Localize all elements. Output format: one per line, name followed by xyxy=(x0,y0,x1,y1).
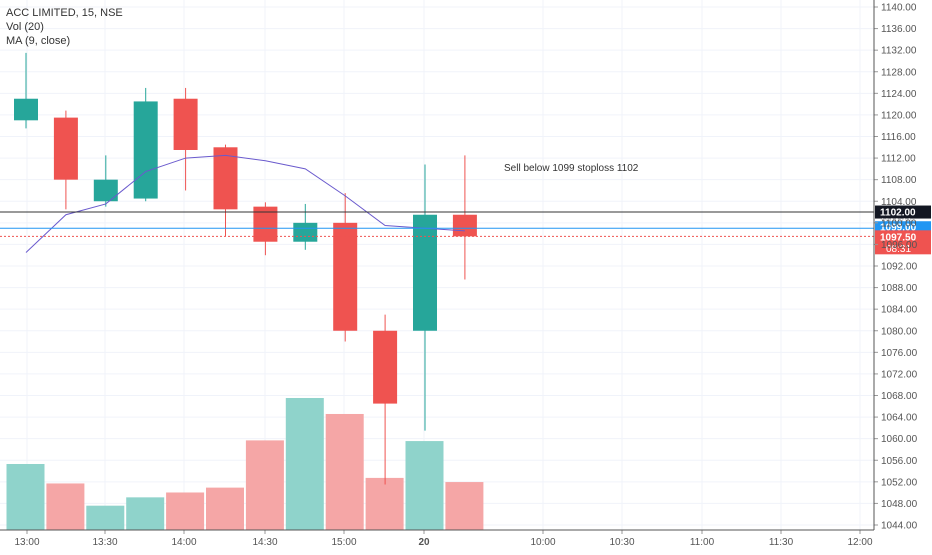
price-tick-label: 1068.00 xyxy=(881,391,918,402)
time-tick-label: 11:30 xyxy=(769,537,794,548)
candle xyxy=(452,155,477,280)
candle xyxy=(93,155,118,207)
time-tick-label: 14:00 xyxy=(171,537,196,548)
candle xyxy=(133,87,158,202)
time-tick-label: 15:00 xyxy=(331,537,356,548)
price-tick-label: 1048.00 xyxy=(881,499,918,510)
candlestick-series xyxy=(14,52,477,485)
moving-average-series xyxy=(25,154,465,253)
price-tick-label: 1116.00 xyxy=(881,132,916,143)
candle xyxy=(213,144,238,237)
price-tick-label: 1088.00 xyxy=(881,283,918,294)
price-tick-label: 1076.00 xyxy=(881,348,918,359)
price-tick-label: 1136.00 xyxy=(881,24,917,35)
candle xyxy=(53,110,78,210)
badge-last-price xyxy=(875,230,931,255)
volume-bar xyxy=(325,413,364,530)
time-tick-label: 13:00 xyxy=(14,537,39,548)
symbol-title[interactable]: ACC LIMITED, 15, NSE xyxy=(6,7,123,19)
price-tick-label: 1052.00 xyxy=(881,477,918,488)
candle xyxy=(253,202,278,256)
ma-indicator-label[interactable]: MA (9, close) xyxy=(6,35,71,47)
badge-1099-label: 1099.00 xyxy=(880,223,917,234)
candle-body xyxy=(213,147,238,210)
candle xyxy=(333,193,358,342)
volume-bar xyxy=(46,483,85,530)
badge-last-price-label: 1097.50 xyxy=(880,232,917,243)
time-tick-label: 10:00 xyxy=(530,537,555,548)
badge-1099 xyxy=(875,221,931,234)
candle-body xyxy=(173,98,198,150)
volume-bar xyxy=(285,398,324,530)
volume-bar xyxy=(126,497,165,530)
volume-bar xyxy=(166,492,205,530)
badge-1102-label: 1102.00 xyxy=(880,208,916,219)
candle-body xyxy=(53,117,78,180)
ma-line xyxy=(25,154,465,253)
candle xyxy=(373,314,398,485)
price-tick-label: 1128.00 xyxy=(881,67,917,78)
volume-bar xyxy=(86,505,125,530)
volume-bar xyxy=(405,441,444,530)
volume-bars xyxy=(6,398,484,530)
price-tick-label: 1108.00 xyxy=(881,175,917,186)
volume-indicator-label[interactable]: Vol (20) xyxy=(6,21,44,33)
candle-body xyxy=(293,222,318,242)
axes: 1140.00 1136.00 1132.00 1128.00 1124.00 1120.… xyxy=(0,0,918,548)
time-tick-label: 11:00 xyxy=(690,537,715,548)
candle-body xyxy=(14,98,38,121)
price-tick-label: 1044.00 xyxy=(881,521,918,532)
price-tick-label: 1064.00 xyxy=(881,413,918,424)
candle xyxy=(14,52,38,129)
candle-body xyxy=(452,214,477,237)
time-tick-label: 13:30 xyxy=(92,537,117,548)
price-tick-label: 1104.00 xyxy=(881,197,917,208)
price-tick-label: 1100.00 xyxy=(881,218,917,229)
price-tick-label: 1060.00 xyxy=(881,434,918,445)
price-tick-label: 1056.00 xyxy=(881,456,918,467)
candle xyxy=(293,203,318,250)
time-tick-label: 14:30 xyxy=(252,537,277,548)
price-tick-label: 1072.00 xyxy=(881,369,918,380)
price-tick-label: 1132.00 xyxy=(881,46,917,57)
candle xyxy=(413,164,437,431)
price-tick-label: 1092.00 xyxy=(881,262,918,273)
candle-body xyxy=(93,179,118,202)
volume-bar xyxy=(6,464,45,530)
volume-bar xyxy=(206,487,244,530)
chart-legend: ACC LIMITED, 15, NSE Vol (20) MA (9, clo… xyxy=(6,6,123,48)
candle-body xyxy=(373,330,398,404)
candle-body xyxy=(333,222,358,331)
price-tick-label: 1140.00 xyxy=(881,3,917,14)
price-tick-label: 1096.00 xyxy=(881,240,918,251)
time-tick-label: 10:30 xyxy=(609,537,634,548)
volume-bar xyxy=(245,440,284,530)
candle xyxy=(173,87,198,191)
volume-bar xyxy=(445,482,484,530)
price-tick-label: 1084.00 xyxy=(881,305,918,316)
price-tick-label: 1124.00 xyxy=(881,89,917,100)
volume-bar xyxy=(365,477,404,530)
countdown-label: 08:31 xyxy=(886,244,911,255)
candle-body xyxy=(413,214,437,331)
time-tick-label: 12:00 xyxy=(847,537,872,548)
badge-1102 xyxy=(875,205,931,219)
price-tick-label: 1112.00 xyxy=(881,154,916,165)
price-tick-label: 1120.00 xyxy=(881,110,917,121)
chart-annotation[interactable]: Sell below 1099 stoploss 1102 xyxy=(504,163,639,174)
price-tick-label: 1080.00 xyxy=(881,326,918,337)
candle-body xyxy=(133,101,158,199)
time-tick-label: 20 xyxy=(418,537,430,548)
